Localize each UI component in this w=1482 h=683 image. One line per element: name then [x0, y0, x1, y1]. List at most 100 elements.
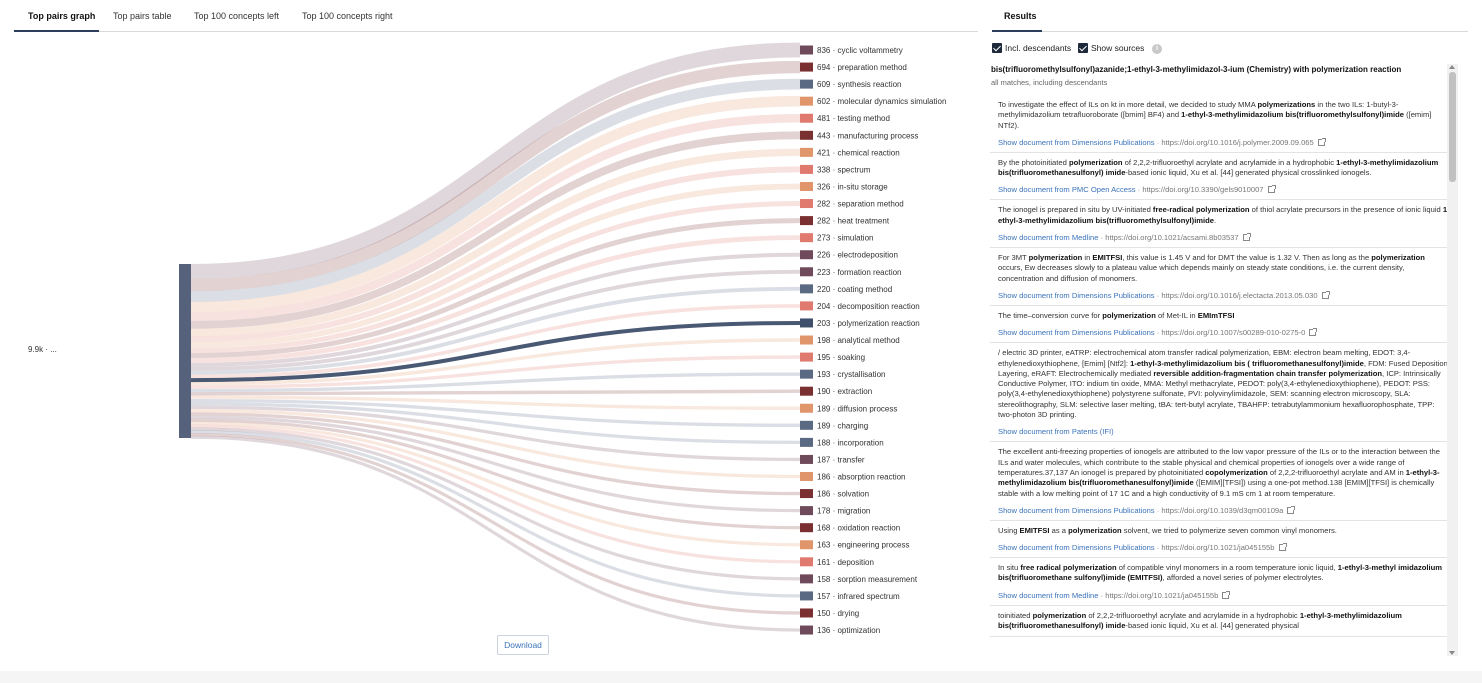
- external-link-icon[interactable]: [1242, 233, 1251, 242]
- target-node[interactable]: [800, 574, 813, 584]
- flow-link[interactable]: [190, 402, 801, 445]
- info-icon[interactable]: i: [1152, 44, 1162, 54]
- flow-link[interactable]: [190, 405, 801, 462]
- external-link-icon[interactable]: [1222, 590, 1231, 599]
- show-document-link[interactable]: Show document from Dimensions Publicatio…: [998, 328, 1155, 338]
- incl-descendants-checkbox[interactable]: Incl. descendants: [992, 43, 1071, 53]
- external-link-icon[interactable]: [1267, 185, 1276, 194]
- flow-link[interactable]: [190, 252, 801, 367]
- results-scrollbar[interactable]: [1447, 64, 1458, 656]
- target-node[interactable]: [800, 369, 813, 379]
- target-node[interactable]: [800, 96, 813, 106]
- external-link-icon[interactable]: [1278, 543, 1287, 552]
- flow-link[interactable]: [190, 415, 801, 513]
- target-node[interactable]: [800, 267, 813, 277]
- flow-link[interactable]: [190, 183, 801, 349]
- flow-link[interactable]: [190, 218, 801, 359]
- target-node[interactable]: [800, 45, 813, 55]
- target-node[interactable]: [800, 113, 813, 123]
- target-node[interactable]: [800, 62, 813, 72]
- scroll-up-icon[interactable]: [1449, 65, 1455, 69]
- target-node[interactable]: [800, 608, 813, 618]
- target-node[interactable]: [800, 489, 813, 499]
- flow-link[interactable]: [190, 421, 801, 547]
- tab-top-100-concepts-left[interactable]: Top 100 concepts left: [194, 11, 280, 21]
- tab-top-pairs-graph[interactable]: Top pairs graph: [28, 11, 96, 21]
- flow-link[interactable]: [190, 412, 801, 496]
- flow-link[interactable]: [190, 435, 801, 632]
- flow-link[interactable]: [190, 372, 801, 393]
- target-node[interactable]: [800, 386, 813, 396]
- flow-link[interactable]: [190, 304, 801, 379]
- scroll-thumb[interactable]: [1449, 72, 1456, 182]
- external-link-icon[interactable]: [1317, 137, 1326, 146]
- show-document-link[interactable]: Show document from Dimensions Publicatio…: [998, 290, 1155, 300]
- flow-link[interactable]: [190, 427, 801, 581]
- show-document-link[interactable]: Show document from Medline: [998, 590, 1099, 600]
- target-node[interactable]: [800, 216, 813, 226]
- source-node[interactable]: [179, 264, 191, 438]
- target-node[interactable]: [800, 318, 813, 328]
- download-button[interactable]: Download: [497, 635, 549, 655]
- target-node[interactable]: [800, 625, 813, 635]
- show-document-link[interactable]: Show document from Dimensions Publicatio…: [998, 137, 1155, 147]
- show-document-link[interactable]: Show document from Dimensions Publicatio…: [998, 505, 1155, 515]
- show-document-link[interactable]: Show document from PMC Open Access: [998, 185, 1136, 195]
- target-node[interactable]: [800, 557, 813, 567]
- flow-link[interactable]: [190, 78, 801, 302]
- flow-link[interactable]: [190, 398, 801, 427]
- target-node[interactable]: [800, 164, 813, 174]
- doi-link[interactable]: https://doi.org/10.1021/ja045155b: [1105, 590, 1219, 600]
- tab-top-100-concepts-right[interactable]: Top 100 concepts right: [302, 11, 393, 21]
- show-document-link[interactable]: Show document from Medline: [998, 233, 1099, 243]
- flow-link[interactable]: [190, 389, 801, 396]
- flow-link[interactable]: [190, 286, 801, 375]
- target-node[interactable]: [800, 233, 813, 243]
- show-document-link[interactable]: Show document from Dimensions Publicatio…: [998, 543, 1155, 553]
- flow-link[interactable]: [190, 166, 801, 343]
- target-node[interactable]: [800, 454, 813, 464]
- flow-link[interactable]: [190, 395, 801, 410]
- target-node[interactable]: [800, 437, 813, 447]
- target-node[interactable]: [800, 130, 813, 140]
- flow-link[interactable]: [190, 131, 801, 329]
- flow-link[interactable]: [190, 418, 801, 530]
- target-node[interactable]: [800, 284, 813, 294]
- flow-link[interactable]: [190, 320, 801, 383]
- target-node[interactable]: [800, 352, 813, 362]
- target-node[interactable]: [800, 591, 813, 601]
- doi-link[interactable]: https://doi.org/10.1039/d3qm00109a: [1161, 505, 1284, 515]
- target-node[interactable]: [800, 250, 813, 260]
- target-node[interactable]: [800, 199, 813, 209]
- tab-results[interactable]: Results: [1004, 11, 1037, 21]
- target-node[interactable]: [800, 523, 813, 533]
- target-node[interactable]: [800, 79, 813, 89]
- flow-link[interactable]: [190, 269, 801, 371]
- flow-link[interactable]: [190, 338, 801, 386]
- show-sources-checkbox[interactable]: Show sources: [1078, 43, 1144, 53]
- target-node[interactable]: [800, 301, 813, 311]
- target-node[interactable]: [800, 181, 813, 191]
- flow-link[interactable]: [190, 148, 801, 337]
- flow-link[interactable]: [190, 42, 801, 279]
- target-node[interactable]: [800, 472, 813, 481]
- target-node[interactable]: [800, 420, 813, 430]
- flow-link[interactable]: [190, 60, 801, 292]
- target-node[interactable]: [800, 403, 813, 413]
- doi-link[interactable]: https://doi.org/10.1021/acsami.8b03537: [1105, 233, 1239, 243]
- target-node[interactable]: [800, 335, 813, 345]
- tab-top-pairs-table[interactable]: Top pairs table: [113, 11, 172, 21]
- flow-link[interactable]: [190, 432, 801, 615]
- external-link-icon[interactable]: [1287, 505, 1296, 514]
- target-node[interactable]: [800, 540, 813, 550]
- doi-link[interactable]: https://doi.org/10.3390/gels9010007: [1142, 185, 1264, 195]
- doi-link[interactable]: https://doi.org/10.1007/s00289-010-0275-…: [1161, 328, 1306, 338]
- external-link-icon[interactable]: [1309, 328, 1318, 337]
- doi-link[interactable]: https://doi.org/10.1016/j.electacta.2013…: [1161, 290, 1318, 300]
- scroll-down-icon[interactable]: [1449, 651, 1455, 655]
- show-document-link[interactable]: Show document from Patents (IFI): [998, 427, 1114, 437]
- flow-link[interactable]: [190, 355, 801, 389]
- target-node[interactable]: [800, 147, 813, 157]
- target-node[interactable]: [800, 506, 813, 516]
- doi-link[interactable]: https://doi.org/10.1016/j.polymer.2009.0…: [1161, 137, 1314, 147]
